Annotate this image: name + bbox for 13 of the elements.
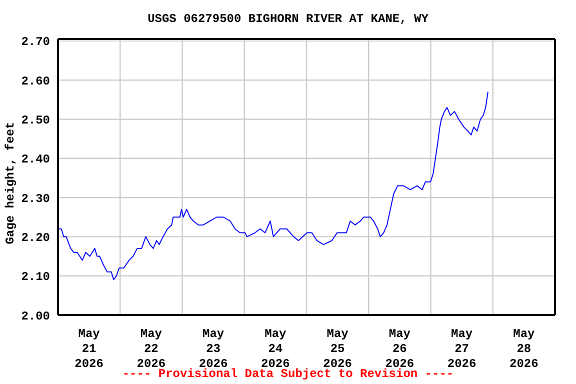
- y-tick-label: 2.20: [21, 230, 50, 245]
- y-tick-label: 2.10: [21, 270, 50, 284]
- x-tick-label: May 28 2026: [510, 327, 538, 371]
- y-tick-label: 2.70: [21, 35, 50, 50]
- line-series: [58, 91, 488, 280]
- y-tick-label: 2.60: [21, 74, 50, 88]
- y-axis-title: Gage height, feet: [3, 122, 18, 244]
- x-tick-label: May 21 2026: [74, 327, 104, 371]
- y-tick-label: 2.50: [21, 114, 50, 128]
- y-tick-label: 2.30: [21, 192, 50, 206]
- y-tick-label: 2.40: [21, 152, 50, 167]
- chart-title: USGS 06279500 BIGHORN RIVER AT KANE, WY: [146, 12, 430, 26]
- y-tick-label: 2.00: [21, 309, 50, 324]
